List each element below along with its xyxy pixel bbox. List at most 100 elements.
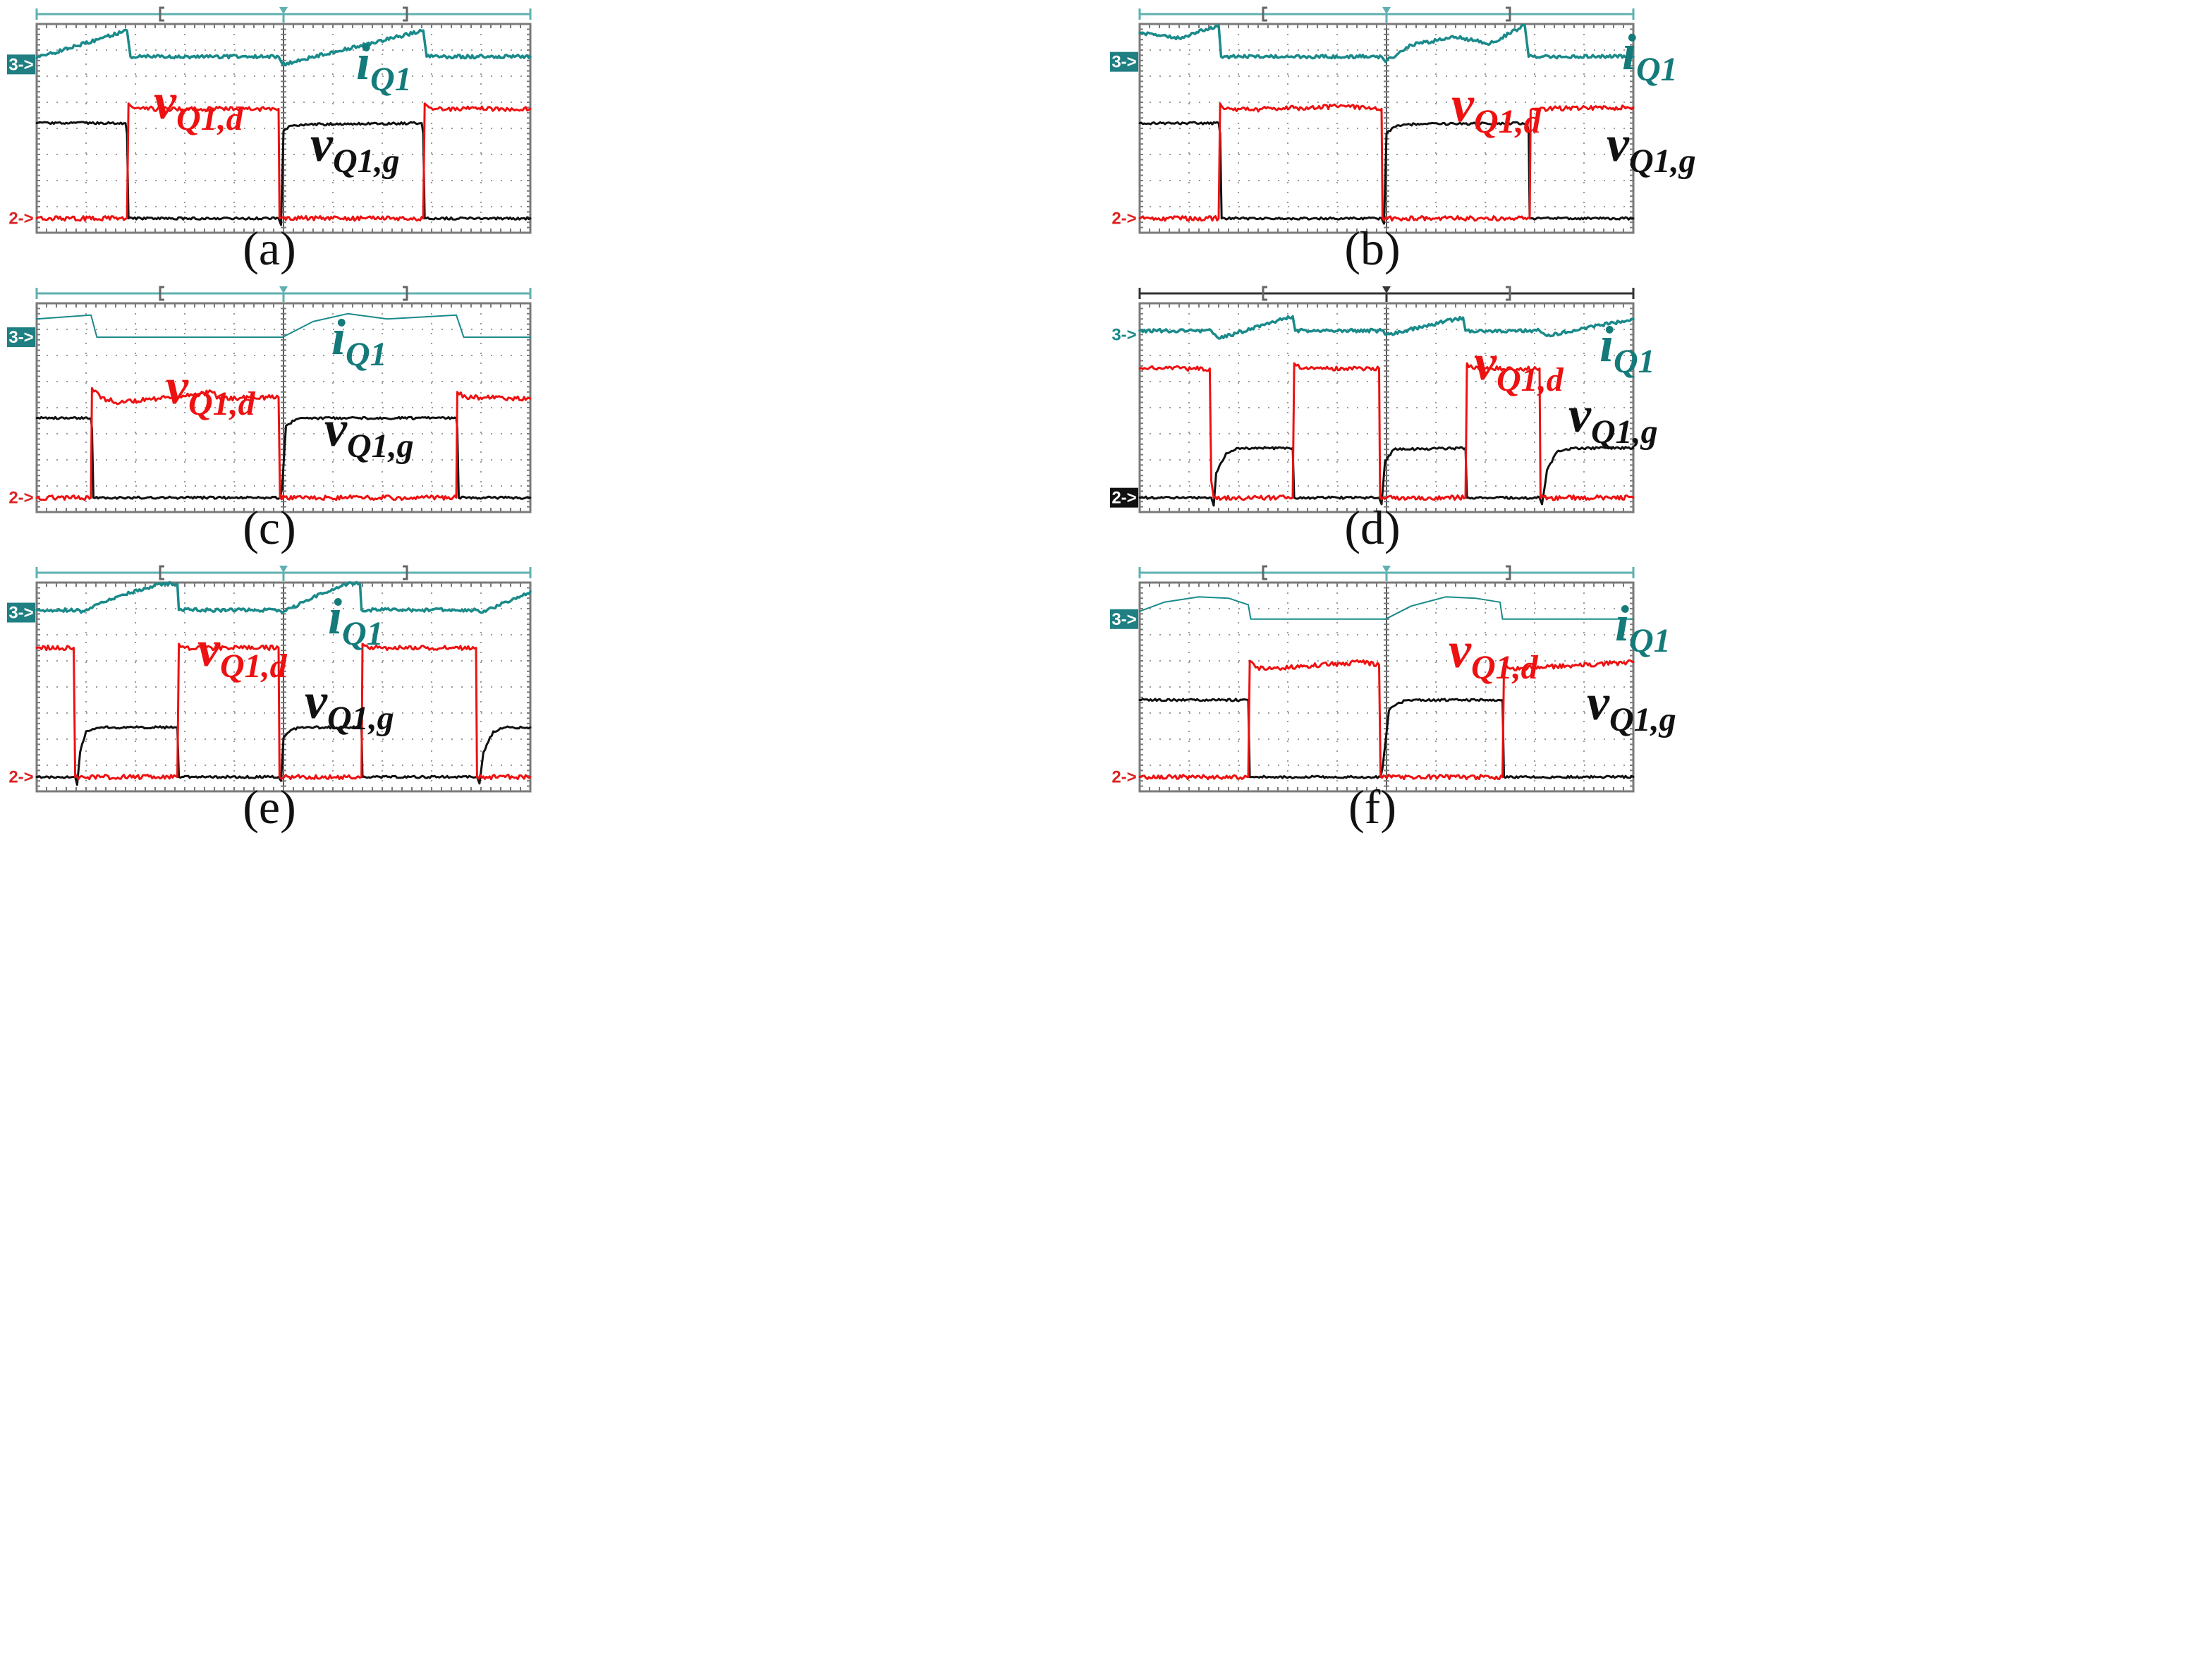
ch3-marker-box — [1110, 609, 1138, 629]
panel-caption: (d) — [1344, 501, 1400, 554]
label-current-sub: Q1 — [342, 615, 384, 652]
label-gate-voltage-sub: Q1,g — [347, 427, 414, 465]
ch2-marker-label: 2-> — [8, 209, 33, 229]
label-gate-voltage-main: v — [305, 673, 328, 729]
label-drain-voltage-sub: Q1,d — [1497, 361, 1564, 398]
label-gate-voltage: vQ1,g — [1587, 674, 1676, 738]
ch3-marker: 3-> — [1110, 609, 1138, 629]
ch2-marker-label: 2-> — [1111, 489, 1136, 508]
minor-ticks — [1139, 582, 1634, 792]
ch3-marker-label: 3-> — [8, 328, 33, 347]
label-gate-voltage: vQ1,g — [305, 673, 394, 737]
scope-panel-e: 3-> 2-> iQ1 vQ1,d vQ1,g (e) — [0, 559, 1103, 1116]
scope-panel-f: 3-> 2-> iQ1 vQ1,d vQ1,g (f) — [1103, 559, 2206, 1116]
label-drain-voltage-main: v — [154, 73, 177, 130]
label-current-sub: Q1 — [370, 61, 412, 98]
window-bracket-left — [159, 286, 164, 301]
trace-vq1d — [35, 643, 532, 781]
scope-panel-c: 3-> 2-> iQ1 vQ1,d vQ1,g (c) — [0, 279, 1103, 836]
label-current: iQ1 — [328, 588, 384, 652]
window-bracket-left — [1262, 6, 1267, 22]
time-axis — [1138, 6, 1635, 23]
plot-frame — [1138, 302, 1635, 513]
trace-vq1g — [35, 725, 532, 786]
trigger-point — [279, 286, 288, 293]
label-drain-voltage-sub: Q1,d — [188, 385, 256, 422]
trigger-point — [1382, 7, 1391, 14]
plot-frame — [35, 302, 532, 513]
panel-caption: (b) — [1344, 221, 1400, 275]
plot-frame — [1138, 581, 1635, 793]
window-bracket-left — [159, 6, 164, 22]
label-gate-voltage-sub: Q1,g — [333, 142, 400, 180]
window-bracket-left — [1262, 565, 1267, 580]
trigger-point — [1382, 286, 1391, 293]
label-drain-voltage-main: v — [1474, 334, 1497, 391]
label-drain-voltage: vQ1,d — [1451, 76, 1542, 140]
ch2-marker: 2-> — [8, 209, 33, 229]
minor-ticks — [36, 23, 531, 233]
label-current-sub: Q1 — [1629, 622, 1671, 659]
label-gate-voltage: vQ1,g — [1568, 386, 1658, 451]
ch3-marker-box — [7, 602, 35, 623]
trace-vq1g — [35, 415, 532, 500]
trace-vq1d — [1138, 362, 1635, 501]
ch3-marker-label: 3-> — [8, 604, 33, 623]
trigger-point — [1382, 566, 1391, 573]
label-drain-voltage-sub: Q1,d — [220, 647, 288, 685]
ch3-marker: 3-> — [7, 327, 35, 348]
time-axis — [1138, 286, 1635, 302]
label-gate-voltage: vQ1,g — [1607, 116, 1696, 180]
window-bracket-right — [1506, 286, 1511, 301]
label-gate-voltage-sub: Q1,g — [1591, 413, 1658, 451]
label-current-main: i — [1622, 24, 1636, 80]
label-drain-voltage: vQ1,d — [166, 358, 256, 422]
label-drain-voltage-main: v — [1449, 622, 1472, 678]
label-current-main: i — [1615, 595, 1629, 652]
scope-panel-a: 3-> 2-> iQ1 vQ1,d vQ1,g (a) — [0, 0, 1103, 557]
trace-vq1g — [1138, 446, 1635, 507]
label-current: iQ1 — [331, 309, 387, 373]
ch3-marker-label: 3-> — [1111, 53, 1136, 72]
label-gate-voltage-main: v — [310, 116, 334, 172]
ch3-marker-box — [1110, 51, 1138, 72]
label-drain-voltage-main: v — [1451, 76, 1475, 133]
label-gate-voltage-main: v — [1568, 386, 1592, 443]
time-axis — [35, 286, 532, 302]
label-drain-voltage: vQ1,d — [154, 73, 244, 138]
label-current-main: i — [328, 588, 342, 645]
label-drain-voltage-sub: Q1,d — [1474, 103, 1542, 140]
trace-iq1 — [35, 580, 532, 614]
label-drain-voltage-sub: Q1,d — [1471, 649, 1539, 686]
label-drain-voltage-sub: Q1,d — [176, 100, 244, 138]
ch3-marker-box — [7, 54, 35, 75]
window-bracket-left — [159, 565, 164, 580]
trigger-point — [279, 566, 288, 573]
ch3-marker-label: 3-> — [1111, 610, 1136, 629]
trace-iq1 — [1138, 315, 1635, 340]
ch2-marker: 2-> — [8, 768, 33, 787]
label-current: iQ1 — [1622, 24, 1678, 88]
ch3-marker: 3-> — [1110, 51, 1138, 72]
label-current: iQ1 — [1615, 595, 1671, 659]
ch3-marker-label: 3-> — [8, 55, 33, 74]
ch3-marker: 3-> — [7, 54, 35, 75]
label-gate-voltage-sub: Q1,g — [1609, 701, 1676, 738]
label-drain-voltage: vQ1,d — [1449, 622, 1539, 686]
time-axis — [35, 6, 532, 23]
trace-vq1d — [35, 102, 532, 222]
scope-screen-b: 3-> 2-> iQ1 vQ1,d vQ1,g (b) — [1110, 6, 1696, 275]
label-current-main: i — [356, 34, 370, 90]
ch2-marker-label: 2-> — [8, 768, 33, 787]
label-current-main: i — [331, 309, 346, 365]
time-axis — [35, 565, 532, 581]
ch2-marker-box — [1110, 487, 1138, 508]
trace-iq1 — [1139, 596, 1634, 620]
ch2-marker-label: 2-> — [1111, 768, 1136, 787]
ch2-marker-label: 2-> — [1111, 209, 1136, 229]
